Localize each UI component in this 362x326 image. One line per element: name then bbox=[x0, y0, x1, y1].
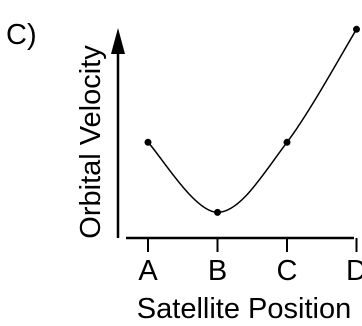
y-axis-arrow-icon bbox=[111, 28, 125, 54]
chart-marks: A B C D bbox=[138, 25, 362, 287]
x-tick-label-B: B bbox=[208, 255, 227, 287]
data-point-A bbox=[144, 138, 152, 146]
series-line bbox=[147, 28, 358, 214]
panel-label: C) bbox=[6, 19, 37, 51]
x-tick-label-D: D bbox=[346, 255, 362, 287]
x-tick-label-C: C bbox=[277, 255, 298, 287]
y-axis-label: Orbital Velocity bbox=[75, 45, 107, 239]
data-point-C bbox=[283, 138, 291, 146]
x-axis-label: Satellite Position bbox=[137, 293, 351, 325]
x-tick-label-A: A bbox=[138, 255, 158, 287]
data-point-D bbox=[353, 25, 360, 33]
data-point-B bbox=[214, 208, 221, 216]
